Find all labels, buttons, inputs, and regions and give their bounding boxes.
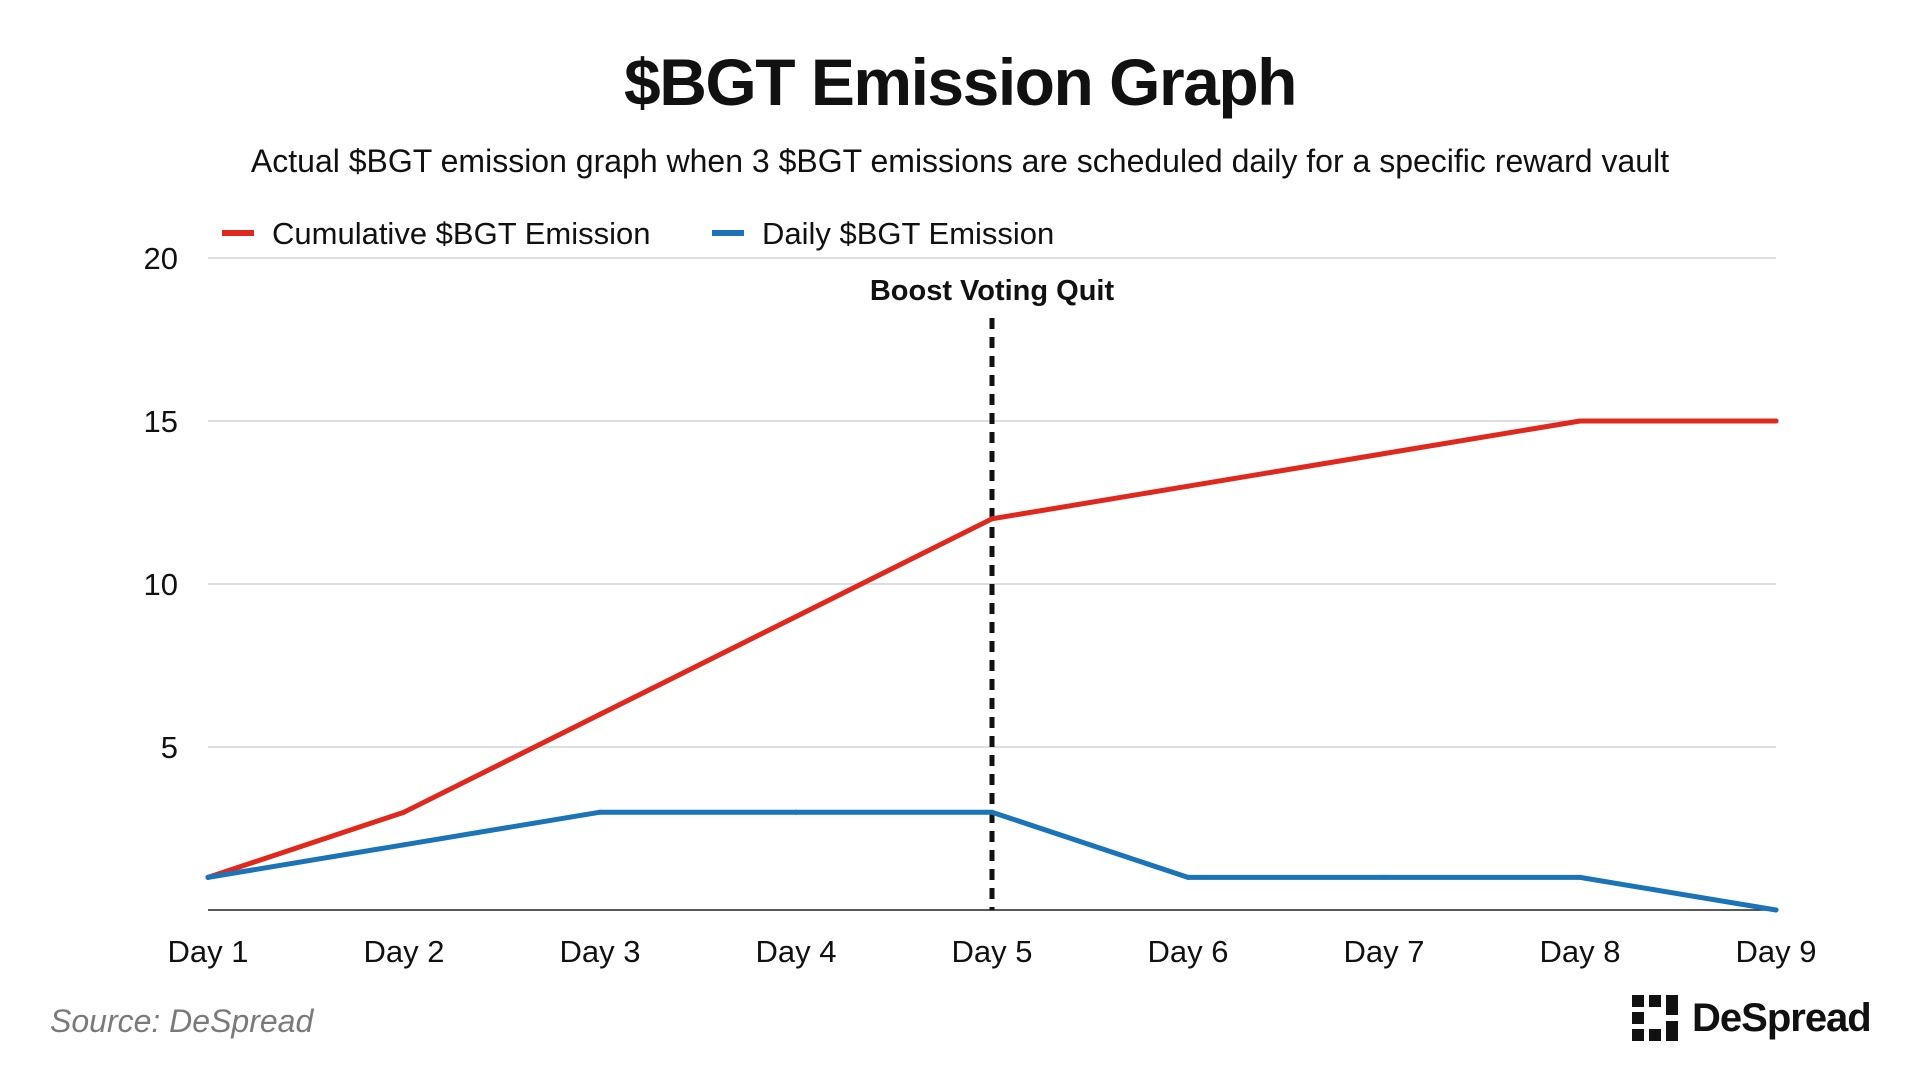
data-point xyxy=(401,842,407,848)
y-tick-label: 10 xyxy=(144,567,178,602)
x-tick-label: Day 1 xyxy=(168,934,249,969)
x-tick-label: Day 8 xyxy=(1540,934,1621,969)
brand-name: DeSpread xyxy=(1692,995,1872,1040)
brand-logo: DeSpread xyxy=(1632,995,1872,1041)
annotation-label: Boost Voting Quit xyxy=(870,275,1115,307)
x-tick-label: Day 9 xyxy=(1736,934,1817,969)
data-point xyxy=(793,809,799,815)
data-point xyxy=(1773,418,1779,424)
grid-lines xyxy=(208,257,1776,748)
y-tick-label: 5 xyxy=(161,730,178,765)
chart-subtitle: Actual $BGT emission graph when 3 $BGT e… xyxy=(250,143,1670,179)
data-point xyxy=(1577,418,1583,424)
legend-label: Daily $BGT Emission xyxy=(762,216,1054,251)
annotation-layer: Boost Voting Quit xyxy=(870,275,1115,910)
chart-title: $BGT Emission Graph xyxy=(624,45,1297,119)
data-point xyxy=(205,874,211,880)
data-point xyxy=(1381,451,1387,457)
source-note: Source: DeSpread xyxy=(50,1003,314,1039)
data-point xyxy=(793,614,799,620)
data-point xyxy=(1185,483,1191,489)
data-point xyxy=(1381,874,1387,880)
legend-label: Cumulative $BGT Emission xyxy=(272,216,650,251)
x-tick-label: Day 7 xyxy=(1344,934,1425,969)
x-tick-labels: Day 1 Day 2 Day 3 Day 4 Day 5 Day 6 Day 7 Day 8… xyxy=(168,934,1817,969)
x-tick-label: Day 2 xyxy=(364,934,445,969)
data-point xyxy=(1577,874,1583,880)
x-tick-label: Day 3 xyxy=(560,934,641,969)
y-tick-label: 15 xyxy=(144,404,178,439)
data-point xyxy=(597,809,603,815)
data-point xyxy=(401,809,407,815)
despread-logo-icon xyxy=(1632,995,1678,1041)
series-layer xyxy=(205,418,1779,913)
data-point xyxy=(597,711,603,717)
x-tick-label: Day 4 xyxy=(756,934,837,969)
data-point xyxy=(989,809,995,815)
x-tick-label: Day 5 xyxy=(952,934,1033,969)
y-tick-label: 20 xyxy=(144,241,178,276)
legend: Cumulative $BGT Emission Daily $BGT Emiss… xyxy=(222,216,1054,251)
data-point xyxy=(1773,907,1779,913)
data-point xyxy=(989,516,995,522)
data-point xyxy=(1185,874,1191,880)
y-tick-labels: 5 10 15 20 xyxy=(144,241,178,765)
x-tick-label: Day 6 xyxy=(1148,934,1229,969)
